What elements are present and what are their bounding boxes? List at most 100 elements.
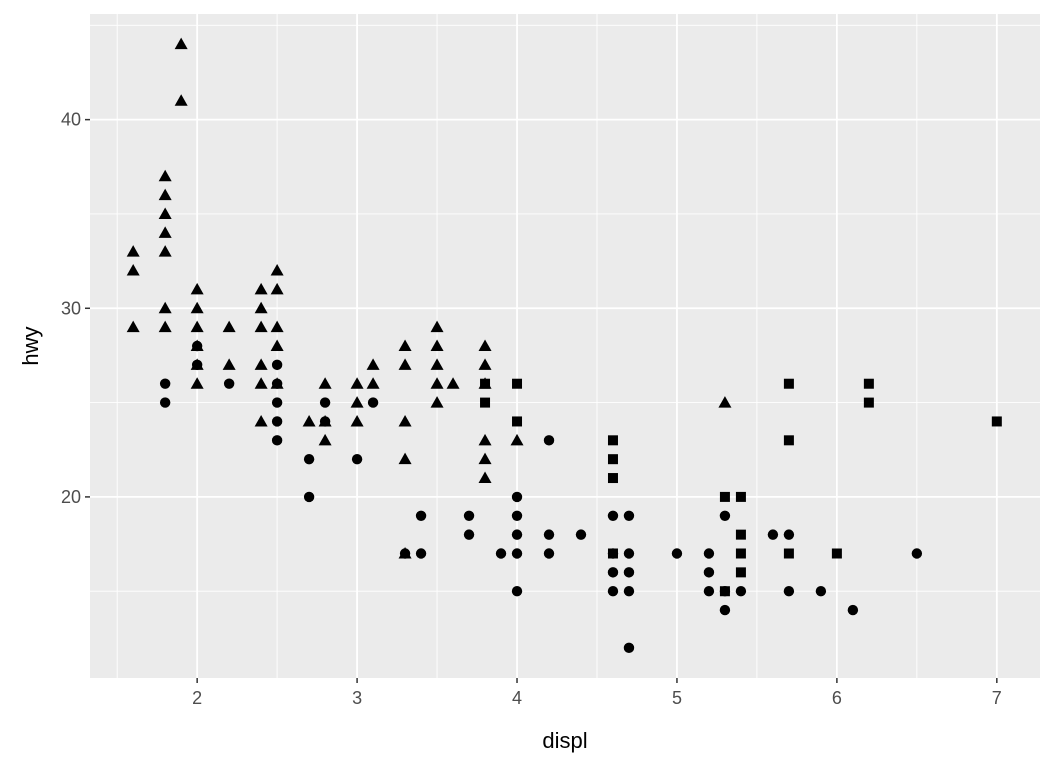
point-triangle: [158, 245, 172, 257]
point-triangle: [254, 358, 268, 370]
point-triangle: [126, 245, 140, 257]
point-triangle: [174, 37, 188, 50]
point-circle: [719, 604, 731, 616]
point-circle: [719, 510, 731, 521]
point-triangle: [270, 282, 284, 295]
point-circle: [159, 378, 171, 389]
point-circle: [415, 548, 427, 559]
point-triangle: [254, 282, 268, 295]
point-circle: [543, 435, 555, 446]
point-circle: [495, 548, 507, 559]
point-square: [607, 435, 618, 446]
point-circle: [703, 548, 715, 559]
point-circle: [271, 359, 283, 371]
point-triangle: [270, 339, 284, 351]
point-triangle: [478, 471, 492, 484]
point-circle: [511, 529, 523, 540]
x-axis-title: displ: [542, 728, 587, 753]
point-circle: [271, 397, 283, 408]
point-circle: [303, 491, 315, 503]
point-circle: [703, 586, 715, 597]
point-circle: [623, 510, 635, 521]
point-square: [863, 378, 874, 389]
plot-panel: [90, 14, 1040, 678]
point-triangle: [718, 396, 732, 408]
point-triangle: [270, 264, 284, 276]
point-circle: [463, 529, 475, 540]
point-triangle: [222, 358, 236, 370]
point-triangle: [318, 377, 332, 389]
point-triangle: [430, 339, 444, 351]
point-circle: [511, 548, 523, 559]
point-triangle: [430, 358, 444, 370]
point-square: [480, 378, 491, 389]
point-circle: [319, 397, 331, 408]
point-square: [991, 416, 1002, 427]
point-triangle: [174, 94, 188, 106]
point-square: [783, 378, 794, 389]
point-triangle: [510, 433, 524, 446]
point-triangle: [318, 414, 332, 427]
point-triangle: [158, 188, 172, 201]
point-triangle: [398, 414, 412, 427]
x-tick-label: 3: [352, 688, 362, 708]
point-circle: [783, 586, 795, 597]
point-circle: [783, 529, 795, 540]
grid-lines: [90, 14, 1040, 678]
point-circle: [415, 510, 427, 521]
point-circle: [607, 586, 619, 597]
point-triangle: [254, 301, 268, 314]
point-circle: [623, 548, 635, 559]
point-circle: [511, 491, 523, 503]
point-triangle: [270, 320, 284, 333]
point-triangle: [478, 452, 492, 465]
point-square: [863, 397, 874, 408]
point-circle: [607, 567, 619, 578]
point-circle: [511, 586, 523, 597]
point-triangle: [478, 433, 492, 446]
point-triangle: [430, 320, 444, 333]
point-triangle: [254, 414, 268, 427]
x-tick-label: 4: [512, 688, 522, 708]
point-triangle: [478, 339, 492, 351]
point-circle: [703, 567, 715, 578]
point-triangle: [254, 377, 268, 389]
y-tick-label: 30: [61, 298, 81, 318]
point-square: [512, 416, 523, 427]
point-triangle: [398, 547, 412, 559]
point-triangle: [430, 377, 444, 389]
point-circle: [511, 510, 523, 521]
y-axis-title: hwy: [18, 326, 43, 365]
point-triangle: [446, 377, 460, 389]
point-triangle: [190, 282, 204, 295]
data-points: [126, 37, 1002, 654]
point-circle: [623, 567, 635, 578]
point-circle: [303, 453, 315, 465]
point-triangle: [190, 339, 204, 351]
point-circle: [623, 642, 635, 654]
y-tick-label: 20: [61, 487, 81, 507]
point-triangle: [350, 377, 364, 389]
axis-ticks: 2 3 4 5 6 7 20 30 40: [61, 110, 1002, 708]
point-circle: [351, 453, 363, 465]
point-triangle: [190, 377, 204, 389]
point-triangle: [222, 320, 236, 333]
point-square: [480, 397, 491, 408]
point-square: [719, 586, 730, 597]
x-tick-label: 7: [992, 688, 1002, 708]
point-triangle: [254, 320, 268, 333]
point-square: [607, 473, 618, 484]
point-triangle: [350, 396, 364, 408]
point-circle: [543, 529, 555, 540]
point-circle: [575, 529, 587, 540]
point-triangle: [158, 226, 172, 238]
point-circle: [911, 548, 923, 559]
point-circle: [367, 397, 379, 408]
point-square: [735, 529, 746, 540]
point-triangle: [190, 358, 204, 370]
point-square: [607, 548, 618, 559]
point-circle: [735, 586, 747, 597]
point-square: [735, 491, 746, 502]
point-triangle: [318, 433, 332, 446]
